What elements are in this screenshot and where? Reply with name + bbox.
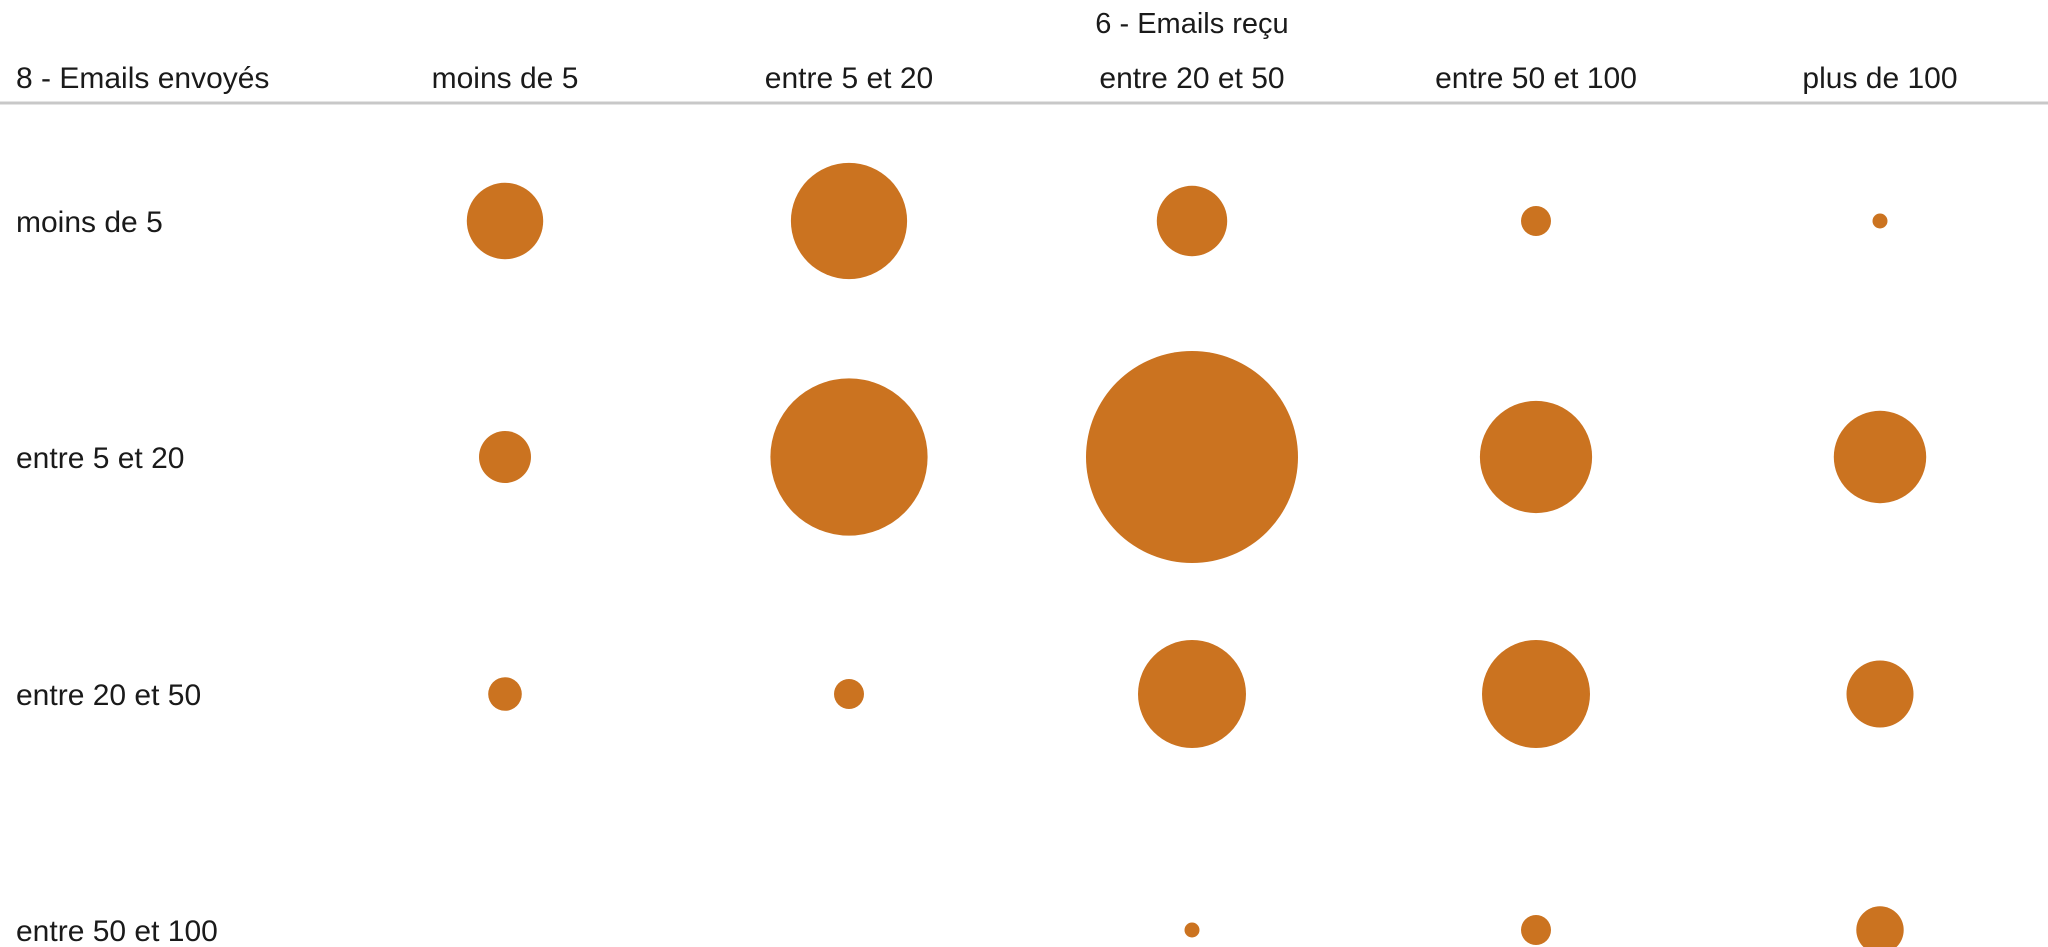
bubble: [790, 162, 908, 280]
bubble: [1138, 640, 1246, 748]
column-label: plus de 100: [1802, 62, 1957, 95]
bubble: [1086, 351, 1298, 563]
row-label: entre 20 et 50: [16, 679, 201, 712]
bubble: [834, 679, 864, 709]
bubble: [1872, 213, 1888, 229]
bubble: [1521, 915, 1551, 945]
bubble: [1521, 206, 1551, 236]
bubble: [488, 677, 522, 711]
bubble: [1482, 640, 1590, 748]
bubble: [1184, 922, 1200, 938]
row-variable-title: 8 - Emails envoyés: [16, 62, 269, 95]
column-labels: moins de 5 entre 5 et 20 entre 20 et 50 ent…: [432, 62, 1958, 95]
bubble: [770, 378, 928, 536]
bubble: [466, 182, 544, 260]
bubble: [1479, 400, 1593, 514]
column-label: entre 50 et 100: [1435, 62, 1637, 95]
bubble: [1833, 410, 1927, 504]
bubble: [479, 431, 531, 483]
row-label: moins de 5: [16, 206, 163, 239]
column-label: moins de 5: [432, 62, 579, 95]
bubble: [1856, 906, 1904, 947]
row-labels: moins de 5 entre 5 et 20 entre 20 et 50 ent…: [16, 206, 218, 947]
bubble: [1156, 185, 1228, 257]
bubbles: [466, 162, 1927, 947]
row-label: entre 5 et 20: [16, 442, 184, 475]
bubble: [1846, 660, 1914, 728]
column-variable-title: 6 - Emails reçu: [1095, 8, 1288, 40]
column-label: entre 20 et 50: [1099, 62, 1284, 95]
column-label: entre 5 et 20: [765, 62, 933, 95]
row-label: entre 50 et 100: [16, 915, 218, 947]
